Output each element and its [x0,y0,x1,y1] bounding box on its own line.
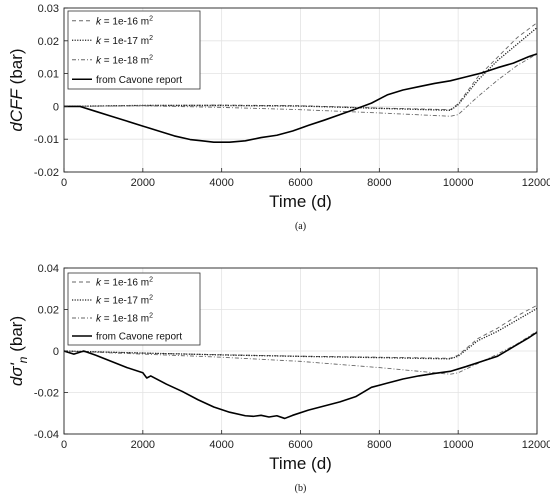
y-tick-label: 0 [53,101,59,113]
y-axis-label-symbol: dCFF [7,87,26,131]
series-line-4 [64,53,537,143]
legend-text: = 1e-16 m [101,16,149,27]
x-tick-label: 8000 [367,177,391,189]
legend-superscript: 2 [149,295,153,302]
x-axis-label: Time (d) [269,454,332,473]
legend-text: = 1e-18 m [101,55,149,66]
series-group [64,304,537,420]
legend-label-2: k = 1e-17 m2 [96,295,153,307]
series-line-2 [64,27,537,111]
legend-text: = 1e-17 m [101,36,149,47]
legend-text: = 1e-16 m [101,278,149,289]
x-tick-label: 12000 [522,439,550,451]
x-tick-label: 4000 [209,439,233,451]
series-line-4 [64,331,537,420]
legend-superscript: 2 [149,277,153,284]
figure-caption: (a) [295,221,306,232]
legend-text: = 1e-17 m [101,296,149,307]
y-tick-label: -0.02 [34,167,59,179]
legend-label-4: from Cavone report [96,332,182,343]
x-tick-label: 0 [61,439,67,451]
x-tick-label: 6000 [288,439,312,451]
legend-label-1: k = 1e-16 m2 [96,15,153,27]
chart-a: 0 2000 4000 6000 8000 10000 12000 -0.02 -0.01 0 0.… [7,3,550,232]
legend-k: k [96,16,102,27]
x-tick-label: 6000 [288,177,312,189]
legend-box [67,272,201,346]
y-tick-label: -0.02 [34,388,59,400]
series-group [64,22,537,143]
figure-caption: (b) [295,483,307,494]
legend-label-4: from Cavone report [96,75,182,86]
y-axis-label: dCFF (bar) [7,48,26,131]
legend-superscript: 2 [149,15,153,22]
y-tick-label: 0.01 [38,69,59,81]
y-tick-label: 0 [53,346,59,358]
x-tick-label: 0 [61,177,67,189]
legend-text: from Cavone report [96,332,182,343]
x-tick-label: 2000 [131,439,155,451]
legend-label-2: k = 1e-17 m2 [96,35,153,47]
legend-superscript: 2 [149,54,153,61]
legend-k: k [96,314,102,325]
legend-text: from Cavone report [96,75,182,86]
legend-box [67,10,201,90]
y-tick-label: 0.03 [38,3,59,15]
y-axis-label-unit: (bar) [7,316,26,357]
legend: k = 1e-16 m2k = 1e-17 m2k = 1e-18 m2from… [67,10,201,90]
y-axis-label-symbol: dσ' [7,362,26,386]
y-tick-label: 0.02 [38,36,59,48]
x-tick-label: 12000 [522,177,550,189]
y-axis-label-subscript: n [16,356,30,363]
y-tick-label: 0.04 [38,263,59,275]
legend-k: k [96,55,102,66]
y-axis-label-unit: (bar) [7,48,26,89]
x-tick-label: 10000 [443,177,474,189]
x-tick-label: 10000 [443,439,474,451]
legend-k: k [96,296,102,307]
legend-superscript: 2 [149,313,153,320]
legend: k = 1e-16 m2k = 1e-17 m2k = 1e-18 m2from… [67,272,201,346]
x-tick-label: 8000 [367,439,391,451]
legend-k: k [96,278,102,289]
y-tick-label: 0.02 [38,305,59,317]
series-line-1 [64,304,537,359]
series-line-1 [64,22,537,111]
y-tick-label: -0.04 [34,429,59,441]
series-line-3 [64,330,537,375]
legend-label-3: k = 1e-18 m2 [96,313,153,325]
legend-text: = 1e-18 m [101,314,149,325]
legend-superscript: 2 [149,35,153,42]
x-axis-label: Time (d) [269,192,332,211]
x-tick-label: 2000 [131,177,155,189]
y-tick-label: -0.01 [34,134,59,146]
legend-k: k [96,36,102,47]
y-axis-label: dσ'n (bar) [7,316,30,386]
x-tick-label: 4000 [209,177,233,189]
chart-b: 0 2000 4000 6000 8000 10000 12000 -0.04 -0.02 0 0.… [7,263,550,494]
legend-label-1: k = 1e-16 m2 [96,277,153,289]
legend-label-3: k = 1e-18 m2 [96,54,153,66]
